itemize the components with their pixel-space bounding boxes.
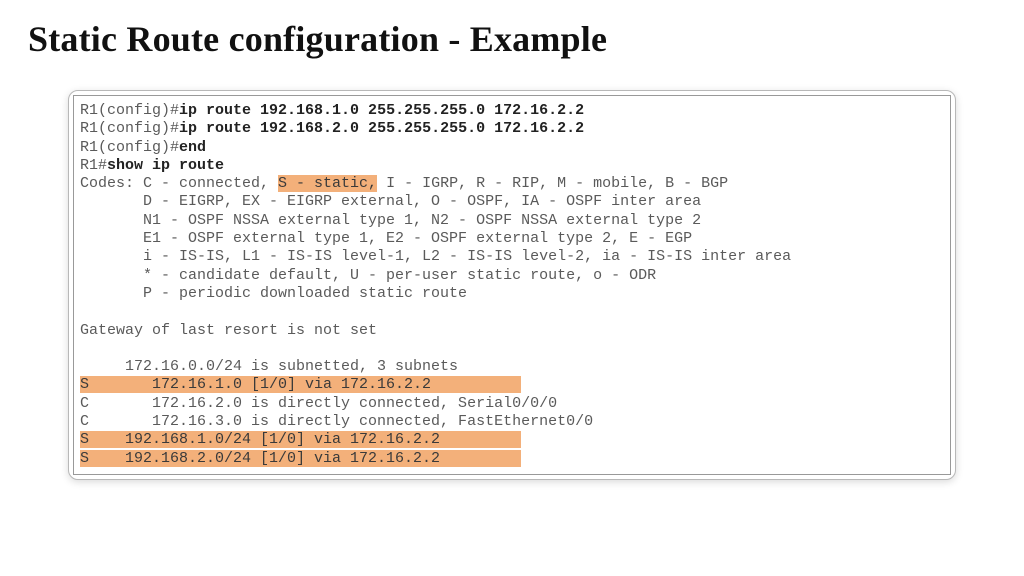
terminal-text: show ip route bbox=[107, 157, 224, 174]
terminal-line: i - IS-IS, L1 - IS-IS level-1, L2 - IS-I… bbox=[80, 248, 944, 266]
terminal-line: E1 - OSPF external type 1, E2 - OSPF ext… bbox=[80, 230, 944, 248]
terminal-line: S 192.168.2.0/24 [1/0] via 172.16.2.2 bbox=[80, 450, 944, 468]
terminal-line: S 192.168.1.0/24 [1/0] via 172.16.2.2 bbox=[80, 431, 944, 449]
terminal-line bbox=[80, 303, 944, 321]
terminal-text: 172.16.0.0/24 is subnetted, 3 subnets bbox=[80, 358, 458, 375]
terminal-line: R1(config)#ip route 192.168.2.0 255.255.… bbox=[80, 120, 944, 138]
terminal-line: N1 - OSPF NSSA external type 1, N2 - OSP… bbox=[80, 212, 944, 230]
terminal-text: R1(config)# bbox=[80, 120, 179, 137]
terminal-text: P - periodic downloaded static route bbox=[80, 285, 467, 302]
terminal-text: E1 - OSPF external type 1, E2 - OSPF ext… bbox=[80, 230, 692, 247]
terminal-text: D - EIGRP, EX - EIGRP external, O - OSPF… bbox=[80, 193, 701, 210]
terminal-line bbox=[80, 340, 944, 358]
terminal-line: C 172.16.3.0 is directly connected, Fast… bbox=[80, 413, 944, 431]
terminal-line: R1#show ip route bbox=[80, 157, 944, 175]
terminal-line: P - periodic downloaded static route bbox=[80, 285, 944, 303]
terminal-line: * - candidate default, U - per-user stat… bbox=[80, 267, 944, 285]
terminal-text: end bbox=[179, 139, 206, 156]
terminal-text: * - candidate default, U - per-user stat… bbox=[80, 267, 656, 284]
terminal-text: Codes: C - connected, bbox=[80, 175, 278, 192]
terminal-line: Gateway of last resort is not set bbox=[80, 322, 944, 340]
terminal-text: C 172.16.3.0 is directly connected, Fast… bbox=[80, 413, 593, 430]
terminal-text bbox=[80, 303, 89, 320]
terminal-text bbox=[80, 340, 89, 357]
terminal-line: S 172.16.1.0 [1/0] via 172.16.2.2 bbox=[80, 376, 944, 394]
terminal-text: S 172.16.1.0 [1/0] via 172.16.2.2 bbox=[80, 376, 521, 393]
terminal-text: I - IGRP, R - RIP, M - mobile, B - BGP bbox=[377, 175, 728, 192]
terminal-text: S 192.168.1.0/24 [1/0] via 172.16.2.2 bbox=[80, 431, 521, 448]
terminal-output: R1(config)#ip route 192.168.1.0 255.255.… bbox=[73, 95, 951, 475]
terminal-text: S - static, bbox=[278, 175, 377, 192]
terminal-text: R1(config)# bbox=[80, 102, 179, 119]
terminal-line: R1(config)#end bbox=[80, 139, 944, 157]
terminal-text: N1 - OSPF NSSA external type 1, N2 - OSP… bbox=[80, 212, 701, 229]
terminal-text: S 192.168.2.0/24 [1/0] via 172.16.2.2 bbox=[80, 450, 521, 467]
terminal-line: C 172.16.2.0 is directly connected, Seri… bbox=[80, 395, 944, 413]
terminal-text: ip route 192.168.2.0 255.255.255.0 172.1… bbox=[179, 120, 584, 137]
terminal-text: i - IS-IS, L1 - IS-IS level-1, L2 - IS-I… bbox=[80, 248, 791, 265]
terminal-text: Gateway of last resort is not set bbox=[80, 322, 377, 339]
terminal-line: D - EIGRP, EX - EIGRP external, O - OSPF… bbox=[80, 193, 944, 211]
terminal-text: R1# bbox=[80, 157, 107, 174]
terminal-line: 172.16.0.0/24 is subnetted, 3 subnets bbox=[80, 358, 944, 376]
terminal-line: Codes: C - connected, S - static, I - IG… bbox=[80, 175, 944, 193]
terminal-text: R1(config)# bbox=[80, 139, 179, 156]
terminal-text: C 172.16.2.0 is directly connected, Seri… bbox=[80, 395, 557, 412]
slide: Static Route configuration - Example R1(… bbox=[0, 0, 1024, 576]
terminal-frame: R1(config)#ip route 192.168.1.0 255.255.… bbox=[68, 90, 956, 480]
page-title: Static Route configuration - Example bbox=[28, 18, 996, 60]
terminal-text: ip route 192.168.1.0 255.255.255.0 172.1… bbox=[179, 102, 584, 119]
terminal-line: R1(config)#ip route 192.168.1.0 255.255.… bbox=[80, 102, 944, 120]
